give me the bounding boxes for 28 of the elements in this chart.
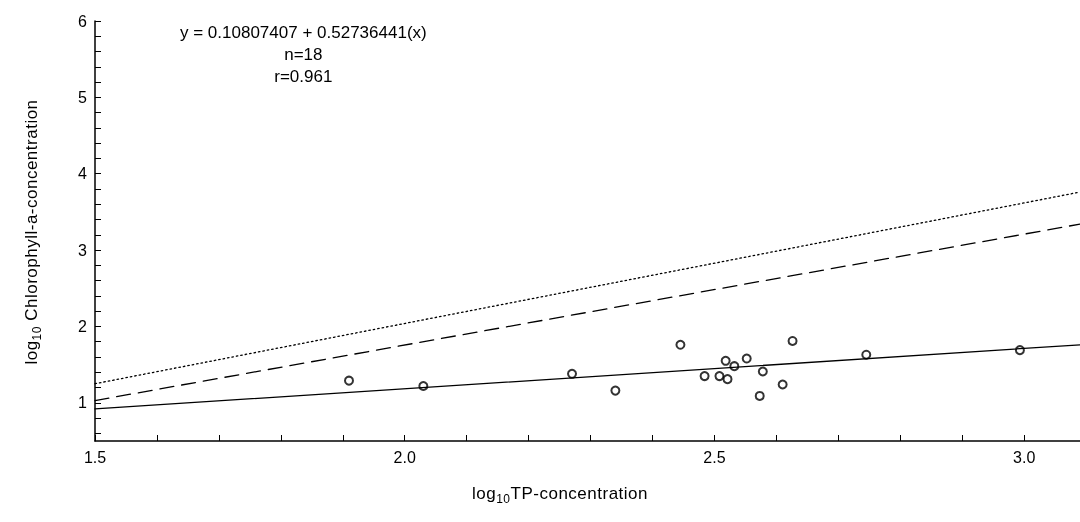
point [861, 349, 872, 360]
y-tick-label: 5 [78, 88, 88, 106]
point [754, 390, 765, 401]
point [344, 375, 354, 386]
x-tick-label: 3.0 [1013, 448, 1036, 466]
point [757, 366, 768, 377]
y-tick-label: 3 [78, 241, 88, 259]
x-axis-title: log$_{10}$TP-concentration [471, 484, 649, 507]
y-tick-label: 4 [78, 165, 88, 183]
point [675, 339, 686, 350]
y-tick-label: 2 [78, 317, 88, 335]
point [741, 353, 752, 364]
point [567, 368, 578, 379]
annotation: n=18 [283, 44, 324, 66]
point [720, 355, 731, 366]
y-tick-label: 6 [78, 12, 88, 30]
annotation: y = 0.10807407 + 0.52736441(x) [180, 22, 427, 44]
point [777, 379, 788, 390]
y-tick-label: 1 [78, 394, 88, 412]
text: 1.5 [83, 448, 107, 466]
point [610, 385, 621, 396]
point [699, 371, 710, 382]
x-tick-label: 2.5 [703, 448, 726, 466]
x-tick-label: 2.0 [393, 448, 416, 466]
point [722, 374, 733, 385]
point [714, 371, 725, 382]
point [787, 335, 798, 346]
annotation: r=0.961 [273, 66, 334, 88]
